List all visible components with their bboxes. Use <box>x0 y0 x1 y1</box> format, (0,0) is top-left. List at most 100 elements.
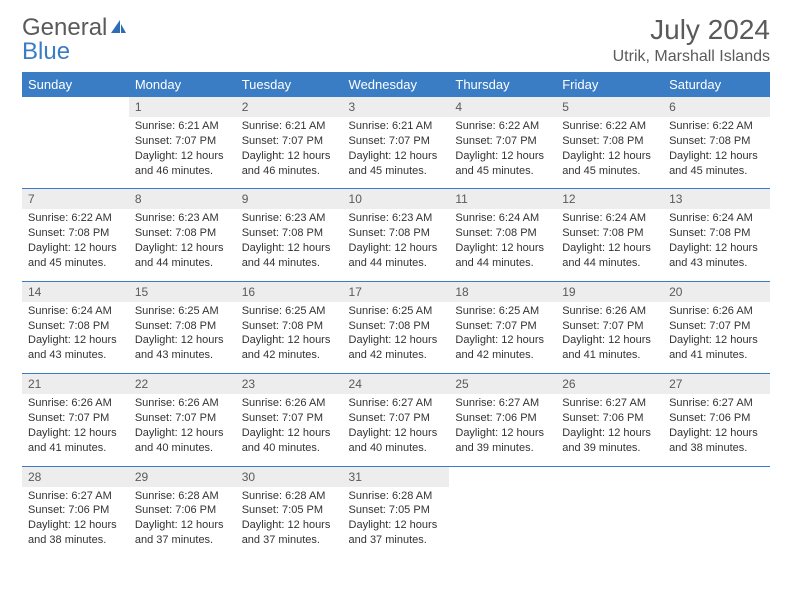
sunrise-text: Sunrise: 6:25 AM <box>135 304 230 319</box>
daylight-text-1: Daylight: 12 hours <box>349 149 444 164</box>
day-number: 1 <box>129 97 236 117</box>
day-body: Sunrise: 6:24 AMSunset: 7:08 PMDaylight:… <box>22 302 129 374</box>
sunset-text: Sunset: 7:07 PM <box>455 134 550 149</box>
daylight-text-1: Daylight: 12 hours <box>669 241 764 256</box>
day-body: Sunrise: 6:28 AMSunset: 7:05 PMDaylight:… <box>236 487 343 558</box>
day-number: 22 <box>129 374 236 395</box>
sunrise-text: Sunrise: 6:26 AM <box>135 396 230 411</box>
month-title: July 2024 <box>613 14 770 46</box>
daylight-text-2: and 45 minutes. <box>562 164 657 179</box>
day-body: Sunrise: 6:25 AMSunset: 7:07 PMDaylight:… <box>449 302 556 374</box>
day-body: Sunrise: 6:22 AMSunset: 7:07 PMDaylight:… <box>449 117 556 189</box>
daylight-text-2: and 41 minutes. <box>669 348 764 363</box>
daylight-text-1: Daylight: 12 hours <box>349 518 444 533</box>
day-body: Sunrise: 6:26 AMSunset: 7:07 PMDaylight:… <box>22 394 129 466</box>
daylight-text-1: Daylight: 12 hours <box>242 241 337 256</box>
daylight-text-2: and 45 minutes. <box>28 256 123 271</box>
daylight-text-1: Daylight: 12 hours <box>455 149 550 164</box>
calendar-table: Sunday Monday Tuesday Wednesday Thursday… <box>22 72 770 558</box>
day-number: 6 <box>663 97 770 117</box>
daylight-text-1: Daylight: 12 hours <box>242 518 337 533</box>
daylight-text-1: Daylight: 12 hours <box>455 333 550 348</box>
day-number: 16 <box>236 281 343 302</box>
daylight-text-2: and 42 minutes. <box>455 348 550 363</box>
day-number <box>449 466 556 487</box>
daylight-text-1: Daylight: 12 hours <box>455 426 550 441</box>
sunrise-text: Sunrise: 6:22 AM <box>562 119 657 134</box>
daylight-text-1: Daylight: 12 hours <box>242 149 337 164</box>
daylight-text-1: Daylight: 12 hours <box>28 333 123 348</box>
sunrise-text: Sunrise: 6:28 AM <box>242 489 337 504</box>
sunset-text: Sunset: 7:05 PM <box>349 503 444 518</box>
day-body: Sunrise: 6:24 AMSunset: 7:08 PMDaylight:… <box>449 209 556 281</box>
daylight-text-2: and 42 minutes. <box>242 348 337 363</box>
daylight-text-2: and 38 minutes. <box>28 533 123 548</box>
daylight-text-2: and 40 minutes. <box>135 441 230 456</box>
sunset-text: Sunset: 7:08 PM <box>242 226 337 241</box>
day-number: 27 <box>663 374 770 395</box>
day-number <box>663 466 770 487</box>
daylight-text-1: Daylight: 12 hours <box>562 241 657 256</box>
sunset-text: Sunset: 7:07 PM <box>349 134 444 149</box>
daylight-text-1: Daylight: 12 hours <box>242 426 337 441</box>
day-body <box>22 117 129 189</box>
day-number: 12 <box>556 189 663 210</box>
daylight-text-2: and 44 minutes. <box>242 256 337 271</box>
sunset-text: Sunset: 7:06 PM <box>28 503 123 518</box>
sunset-text: Sunset: 7:08 PM <box>669 134 764 149</box>
day-body: Sunrise: 6:26 AMSunset: 7:07 PMDaylight:… <box>129 394 236 466</box>
day-number: 4 <box>449 97 556 117</box>
sunset-text: Sunset: 7:08 PM <box>669 226 764 241</box>
sunrise-text: Sunrise: 6:25 AM <box>242 304 337 319</box>
daylight-text-1: Daylight: 12 hours <box>562 333 657 348</box>
sunset-text: Sunset: 7:06 PM <box>562 411 657 426</box>
sunrise-text: Sunrise: 6:26 AM <box>669 304 764 319</box>
day-body: Sunrise: 6:28 AMSunset: 7:06 PMDaylight:… <box>129 487 236 558</box>
sunset-text: Sunset: 7:08 PM <box>28 319 123 334</box>
day-body <box>449 487 556 558</box>
day-number: 28 <box>22 466 129 487</box>
day-number: 18 <box>449 281 556 302</box>
daylight-text-2: and 43 minutes. <box>28 348 123 363</box>
day-body: Sunrise: 6:27 AMSunset: 7:06 PMDaylight:… <box>556 394 663 466</box>
day-number: 3 <box>343 97 450 117</box>
sunrise-text: Sunrise: 6:21 AM <box>135 119 230 134</box>
day-number: 24 <box>343 374 450 395</box>
daylight-text-2: and 37 minutes. <box>135 533 230 548</box>
sunrise-text: Sunrise: 6:26 AM <box>28 396 123 411</box>
sunrise-text: Sunrise: 6:27 AM <box>28 489 123 504</box>
day-number: 9 <box>236 189 343 210</box>
daylight-text-2: and 39 minutes. <box>455 441 550 456</box>
sunrise-text: Sunrise: 6:24 AM <box>562 211 657 226</box>
sunset-text: Sunset: 7:07 PM <box>455 319 550 334</box>
daylight-text-2: and 43 minutes. <box>135 348 230 363</box>
sunrise-text: Sunrise: 6:25 AM <box>349 304 444 319</box>
day-number: 10 <box>343 189 450 210</box>
daylight-text-1: Daylight: 12 hours <box>669 149 764 164</box>
day-number: 11 <box>449 189 556 210</box>
weekday-header: Saturday <box>663 72 770 97</box>
sunset-text: Sunset: 7:08 PM <box>28 226 123 241</box>
sunset-text: Sunset: 7:07 PM <box>135 411 230 426</box>
brand-word-2: Blue <box>22 38 70 66</box>
day-number: 26 <box>556 374 663 395</box>
daylight-text-1: Daylight: 12 hours <box>242 333 337 348</box>
day-number: 19 <box>556 281 663 302</box>
sunrise-text: Sunrise: 6:24 AM <box>669 211 764 226</box>
weekday-header: Monday <box>129 72 236 97</box>
day-body: Sunrise: 6:21 AMSunset: 7:07 PMDaylight:… <box>129 117 236 189</box>
daylight-text-1: Daylight: 12 hours <box>135 333 230 348</box>
daylight-text-2: and 46 minutes. <box>135 164 230 179</box>
sunrise-text: Sunrise: 6:23 AM <box>349 211 444 226</box>
sunset-text: Sunset: 7:08 PM <box>135 226 230 241</box>
day-body: Sunrise: 6:25 AMSunset: 7:08 PMDaylight:… <box>129 302 236 374</box>
day-body: Sunrise: 6:27 AMSunset: 7:06 PMDaylight:… <box>449 394 556 466</box>
daylight-text-1: Daylight: 12 hours <box>349 241 444 256</box>
daylight-text-1: Daylight: 12 hours <box>455 241 550 256</box>
day-body: Sunrise: 6:26 AMSunset: 7:07 PMDaylight:… <box>556 302 663 374</box>
sunrise-text: Sunrise: 6:22 AM <box>669 119 764 134</box>
sail-icon <box>109 18 127 36</box>
weekday-header: Sunday <box>22 72 129 97</box>
sunset-text: Sunset: 7:06 PM <box>455 411 550 426</box>
sunrise-text: Sunrise: 6:24 AM <box>28 304 123 319</box>
